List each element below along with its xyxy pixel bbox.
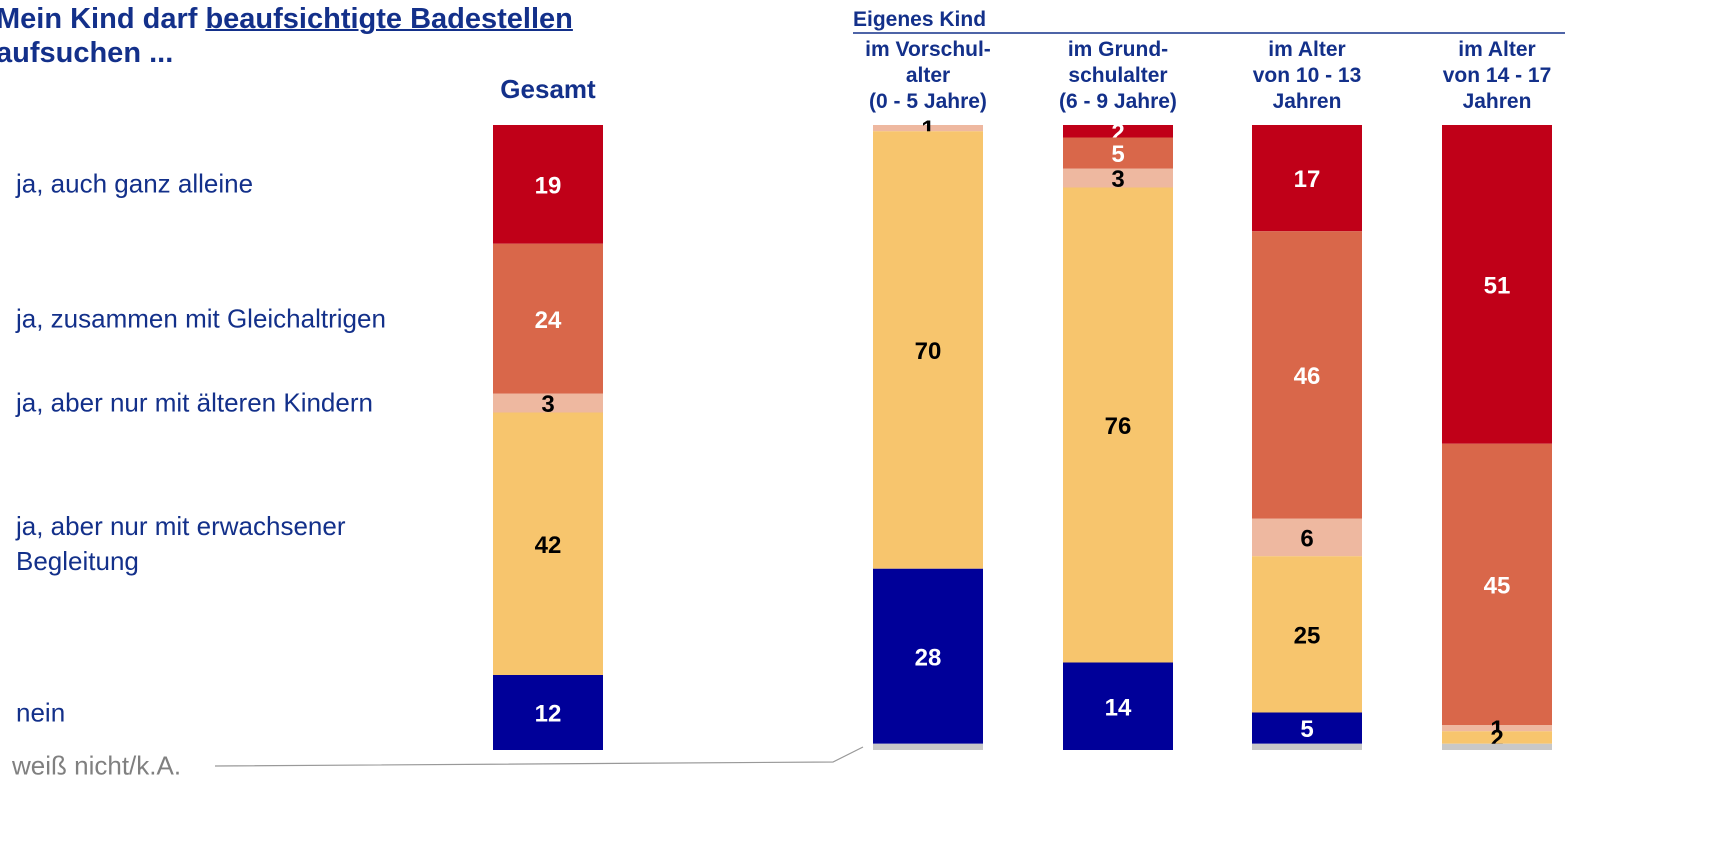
bar-segment [493,393,603,413]
column-header: alter [906,64,950,87]
bar-segment [1252,125,1362,232]
bar-segment [1442,125,1552,444]
bar-segment [1252,556,1362,713]
title-end: aufsuchen ... [0,37,174,69]
data-label: 46 [1294,363,1321,390]
bar-segment [873,743,983,750]
bar-segment [1063,168,1173,188]
bar-segment [493,675,603,750]
title-start: Mein Kind darf [0,3,198,35]
column-header: im Alter [1458,38,1535,61]
column-header: von 10 - 13 [1253,64,1362,87]
column-header: (6 - 9 Jahre) [1059,90,1177,113]
data-label: 12 [535,701,562,728]
data-label: 5 [1111,141,1124,168]
column-header: (0 - 5 Jahre) [869,90,987,113]
data-label: 25 [1294,622,1321,649]
bar-segment [1442,725,1552,732]
data-label: 24 [535,307,562,334]
column-header: im Vorschul- [865,38,991,61]
title-underlined: beaufsichtigte Badestellen [205,3,573,35]
bar-segment [1063,187,1173,663]
column-header: im Alter [1268,38,1345,61]
bar-segment [493,412,603,675]
bar-segment [873,131,983,569]
data-label: 17 [1294,166,1321,193]
data-label: 14 [1105,694,1132,721]
column-header: im Grund- [1068,38,1168,61]
data-label: 3 [1111,166,1124,193]
data-label: 51 [1484,272,1511,299]
column-header: von 14 - 17 [1443,64,1552,87]
column-header: Jahren [1463,90,1532,113]
group-label: Eigenes Kind [853,8,986,31]
data-label: 3 [541,391,554,418]
bar-segment [1063,137,1173,169]
bar-segment [1252,712,1362,744]
bar-segment [493,125,603,244]
bar-segment [493,243,603,394]
data-label: 76 [1105,413,1132,440]
legend-label: nein [16,697,66,727]
data-label: 6 [1300,526,1313,553]
column-header: Jahren [1273,90,1342,113]
bar-segment [1252,743,1362,750]
bar-segment [1063,662,1173,750]
chart-title: Mein Kind darf beaufsichtigte Badestelle… [0,2,716,70]
data-label: 5 [1300,716,1313,743]
data-label: 45 [1484,572,1511,599]
bar-segment [873,568,983,744]
data-label: 70 [915,338,942,365]
legend-label: ja, aber nur mit älteren Kindern [16,387,373,418]
bar-segment [1063,125,1173,138]
data-label: 42 [535,532,562,559]
bar-segment [1442,731,1552,744]
bar-segment [1252,518,1362,557]
bar-segment [1252,231,1362,519]
bar-segment [1442,443,1552,725]
legend-label: weiß nicht/k.A. [12,750,182,781]
legend-label: ja, aber nur mit erwachsener Begleitung [16,510,346,576]
bar-segment [873,125,983,132]
legend-label: ja, zusammen mit Gleichaltrigen [16,303,386,334]
column-header: Gesamt [500,74,596,104]
data-label: 19 [535,172,562,199]
data-label: 28 [915,644,942,671]
column-header: schulalter [1068,64,1167,87]
leader-line [214,746,864,767]
legend-label: ja, auch ganz alleine [16,168,254,199]
bar-segment [1442,743,1552,750]
